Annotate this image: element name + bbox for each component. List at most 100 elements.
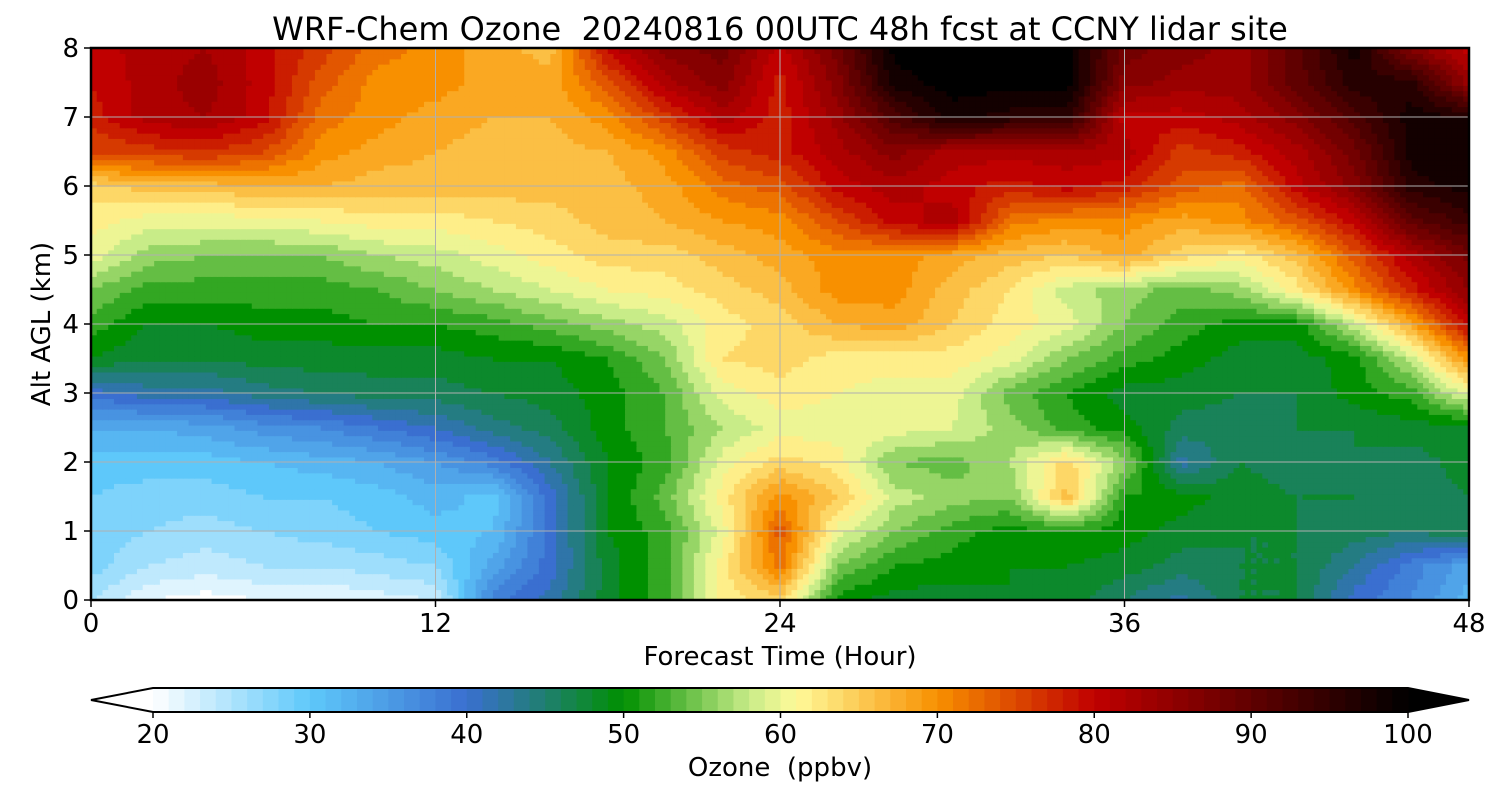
heatmap-cell: [1181, 536, 1189, 543]
heatmap-cell: [688, 562, 695, 569]
heatmap-cell: [1009, 594, 1017, 600]
heatmap-cell: [579, 525, 586, 532]
heatmap-cell: [1245, 573, 1252, 580]
heatmap-cell: [579, 493, 586, 500]
heatmap-cell: [263, 573, 270, 580]
heatmap-cell: [280, 594, 287, 600]
heatmap-cell: [1245, 589, 1252, 596]
heatmap-cell: [1021, 546, 1028, 553]
heatmap-cell: [458, 557, 465, 564]
heatmap-cell: [1072, 546, 1080, 553]
heatmap-cell: [268, 504, 276, 511]
heatmap-cell: [136, 488, 144, 495]
heatmap-cell: [1365, 573, 1373, 580]
heatmap-cell: [1348, 520, 1355, 527]
heatmap-cell: [619, 488, 626, 495]
heatmap-cell: [1233, 520, 1241, 527]
heatmap-cell: [894, 589, 902, 596]
heatmap-cell: [527, 515, 534, 522]
heatmap-cell: [1147, 541, 1154, 548]
heatmap-cell: [1342, 520, 1350, 527]
heatmap-cell: [1245, 499, 1252, 506]
heatmap-cell: [1273, 520, 1281, 527]
heatmap-cell: [401, 488, 408, 495]
heatmap-cell: [854, 578, 862, 585]
heatmap-cell: [1107, 488, 1114, 495]
heatmap-cell: [998, 594, 1005, 600]
heatmap-cell: [475, 504, 483, 511]
heatmap-cell: [268, 525, 276, 532]
heatmap-cell: [1371, 557, 1378, 564]
heatmap-cell: [521, 488, 529, 495]
heatmap-cell: [452, 557, 460, 564]
heatmap-cell: [1067, 594, 1074, 600]
heatmap-cell: [1210, 594, 1218, 600]
heatmap-cell: [1210, 531, 1218, 538]
heatmap-cell: [464, 520, 471, 527]
heatmap-cell: [246, 488, 253, 495]
heatmap-cell: [412, 515, 419, 522]
heatmap-cell: [866, 515, 873, 522]
heatmap-cell: [728, 488, 735, 495]
heatmap-cell: [360, 578, 368, 585]
heatmap-cell: [182, 515, 190, 522]
heatmap-cell: [1199, 499, 1206, 506]
heatmap-cell: [102, 562, 109, 569]
heatmap-cell: [234, 568, 241, 575]
heatmap-cell: [860, 541, 867, 548]
heatmap-cell: [980, 578, 988, 585]
heatmap-cell: [602, 594, 609, 600]
heatmap-cell: [91, 546, 98, 553]
heatmap-cell: [527, 573, 534, 580]
heatmap-cell: [848, 573, 856, 580]
heatmap-cell: [355, 488, 362, 495]
heatmap-cell: [200, 515, 207, 522]
heatmap-cell: [1049, 520, 1057, 527]
heatmap-cell: [108, 520, 115, 527]
heatmap-cell: [957, 584, 965, 591]
heatmap-cell: [1296, 504, 1304, 511]
heatmap-cell: [1158, 552, 1166, 559]
heatmap-cell: [1204, 562, 1212, 569]
heatmap-cell: [550, 562, 557, 569]
heatmap-cell: [481, 578, 488, 585]
heatmap-cell: [1118, 488, 1126, 495]
heatmap-cell: [963, 589, 971, 596]
heatmap-cell: [768, 504, 775, 511]
heatmap-cell: [837, 504, 844, 511]
heatmap-cell: [550, 536, 557, 543]
heatmap-cell: [481, 546, 488, 553]
heatmap-cell: [957, 541, 965, 548]
heatmap-cell: [159, 515, 167, 522]
heatmap-cell: [406, 509, 414, 516]
heatmap-cell: [217, 573, 224, 580]
heatmap-cell: [1233, 536, 1241, 543]
heatmap-cell: [1239, 594, 1246, 600]
heatmap-cell: [1049, 499, 1057, 506]
heatmap-cell: [642, 546, 649, 553]
heatmap-cell: [320, 568, 328, 575]
heatmap-cell: [1101, 562, 1108, 569]
heatmap-cell: [1135, 531, 1143, 538]
heatmap-cell: [1388, 525, 1396, 532]
heatmap-cell: [332, 589, 339, 596]
heatmap-cell: [452, 573, 460, 580]
heatmap-cell: [1262, 504, 1269, 511]
heatmap-cell: [659, 546, 666, 553]
heatmap-cell: [1440, 499, 1447, 506]
heatmap-cell: [498, 520, 506, 527]
heatmap-cell: [286, 525, 293, 532]
heatmap-cell: [182, 594, 190, 600]
heatmap-cell: [1319, 499, 1327, 506]
heatmap-cell: [297, 493, 305, 500]
heatmap-cell: [182, 509, 190, 516]
heatmap-cell: [550, 589, 557, 596]
heatmap-cell: [332, 504, 339, 511]
heatmap-cell: [670, 525, 678, 532]
heatmap-cell: [1434, 562, 1441, 569]
heatmap-cell: [774, 557, 781, 564]
heatmap-cell: [567, 589, 574, 596]
heatmap-cell: [1313, 562, 1321, 569]
heatmap-cell: [498, 525, 506, 532]
heatmap-cell: [527, 536, 534, 543]
